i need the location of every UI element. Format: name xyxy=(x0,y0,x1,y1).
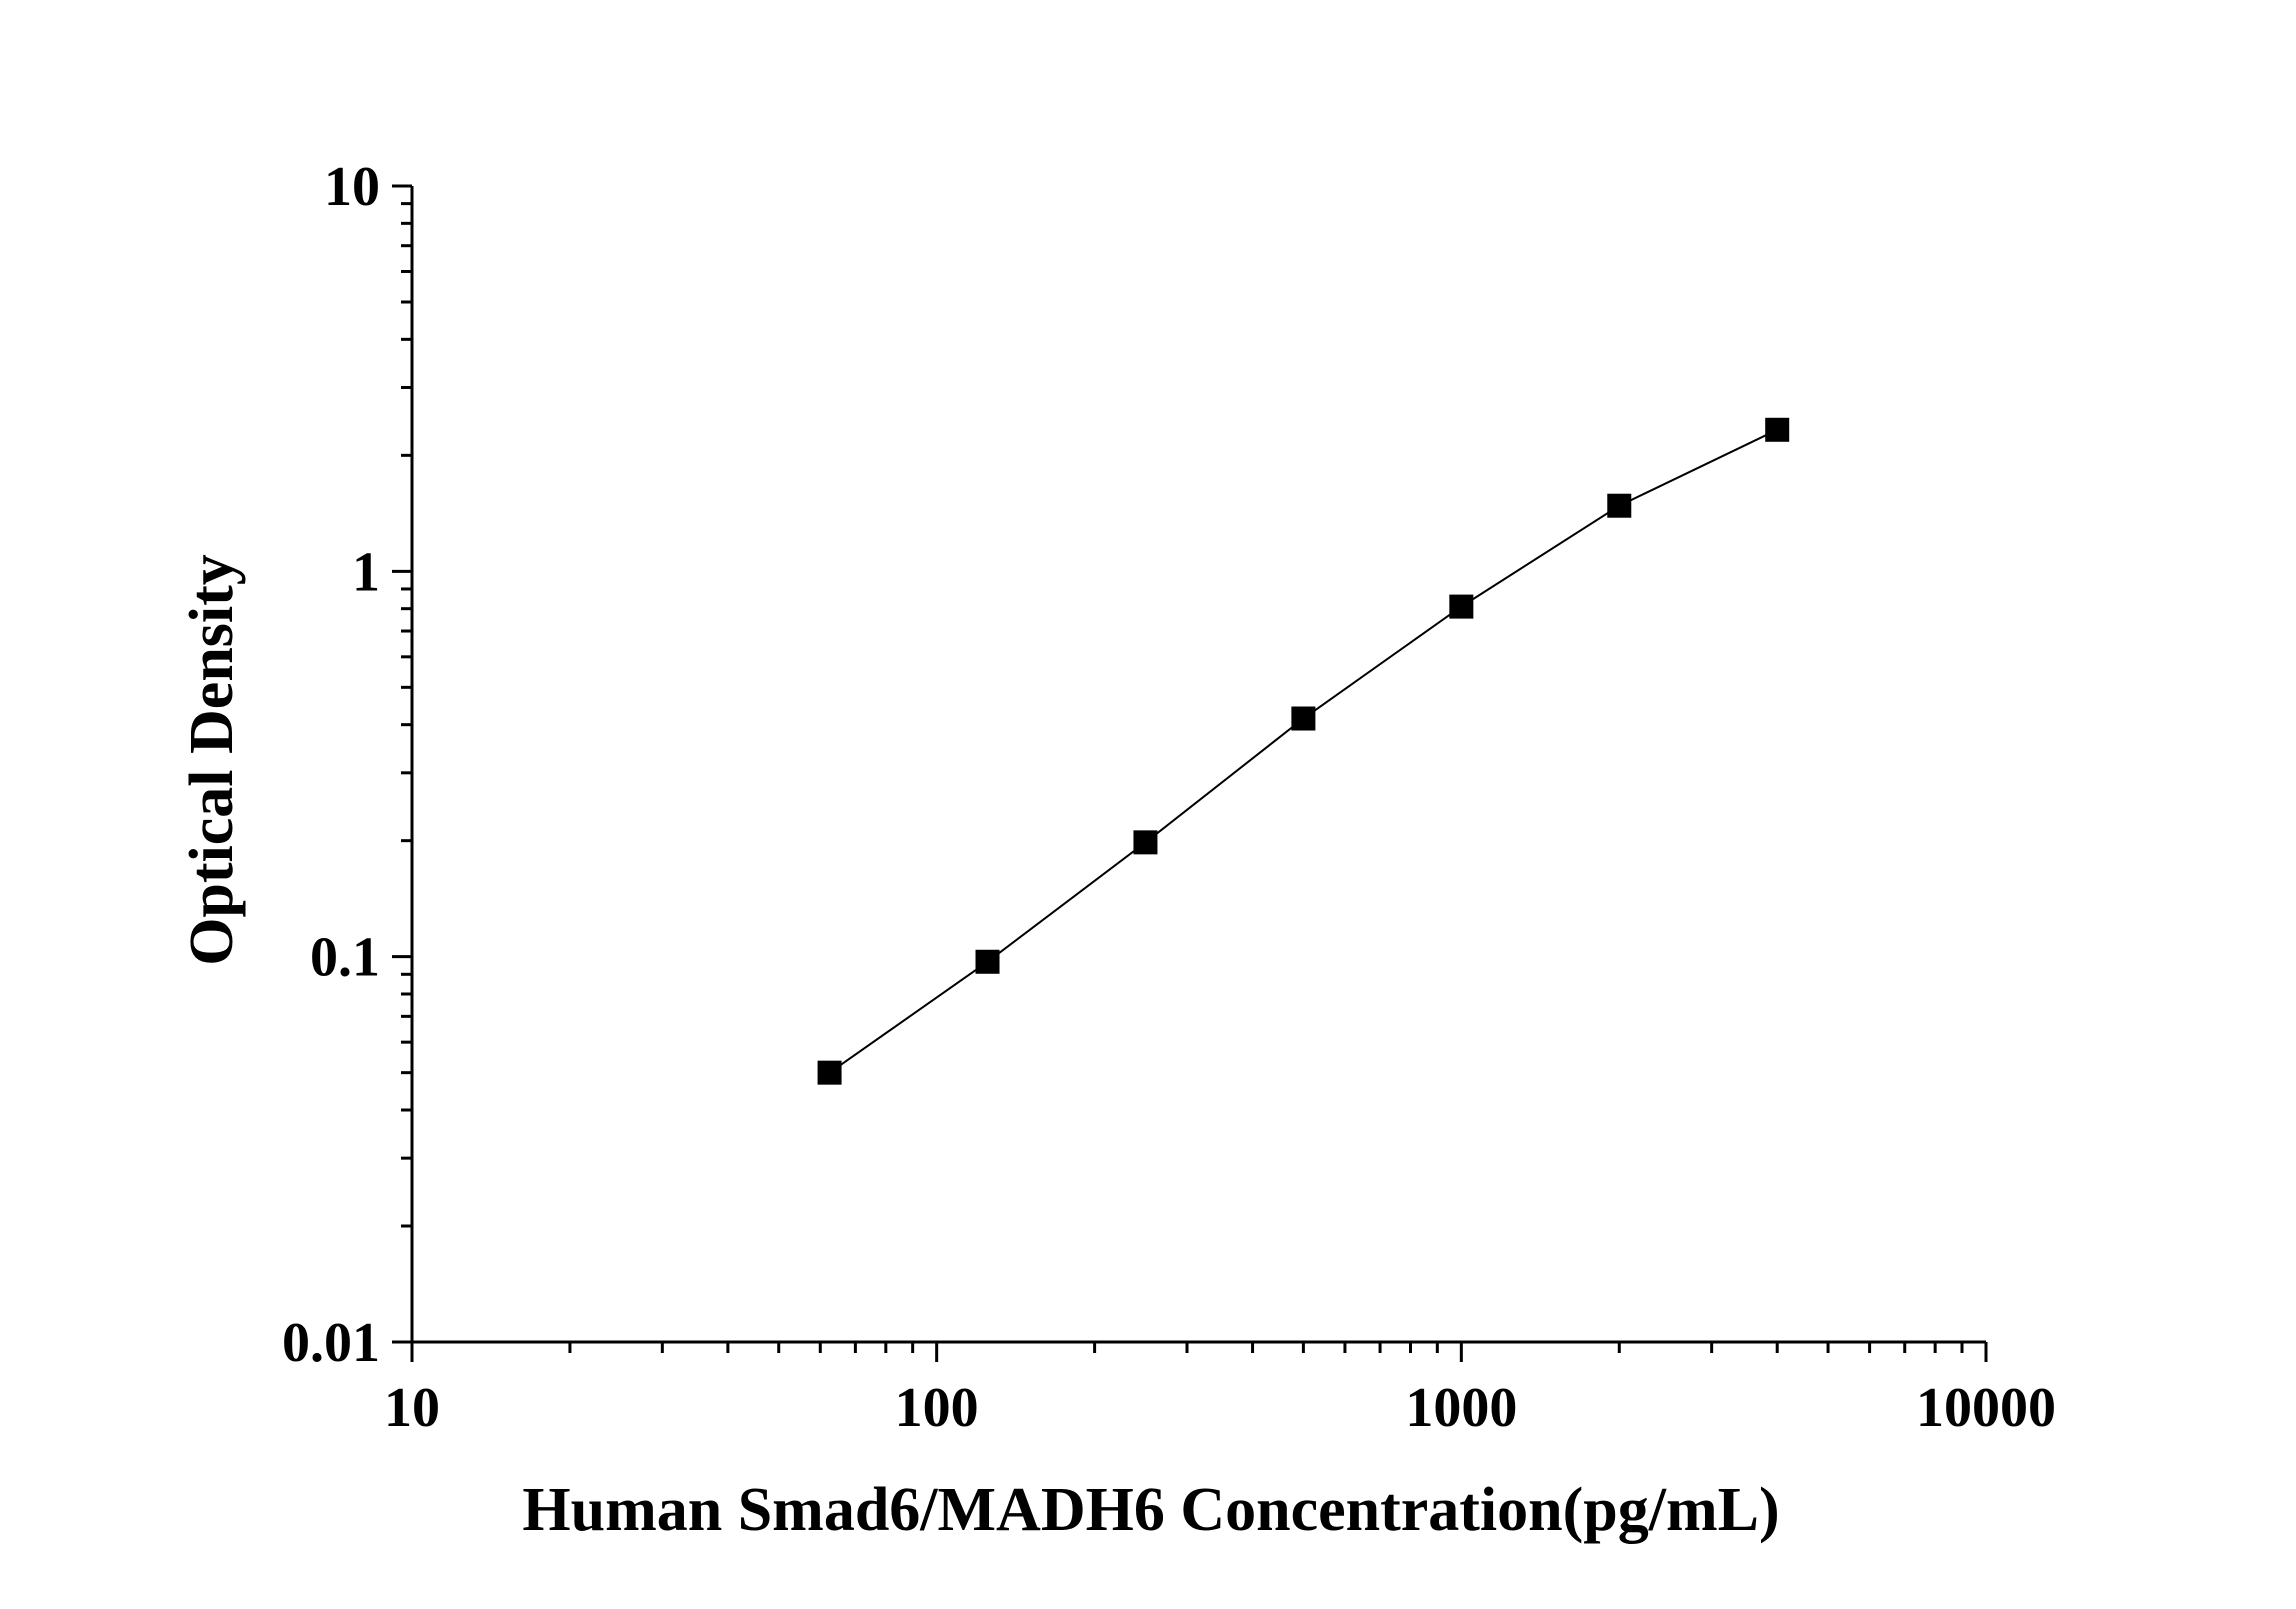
data-point xyxy=(975,949,1000,974)
data-point xyxy=(1765,417,1790,442)
data-point xyxy=(817,1060,842,1085)
data-point xyxy=(1133,830,1158,855)
y-tick-label: 10 xyxy=(324,156,380,218)
ticks: 10 100 1000 10000 0.01 0.1 1 10 xyxy=(282,156,2056,1439)
axes xyxy=(410,186,1986,1344)
series-line xyxy=(829,428,1778,1074)
y-tick-label: 0.1 xyxy=(310,927,380,989)
data-point xyxy=(1607,493,1632,518)
series xyxy=(817,417,1790,1085)
x-tick-label: 1000 xyxy=(1405,1377,1517,1439)
x-axis-title: Human Smad6/MADH6 Concentration(pg/mL) xyxy=(522,1476,1779,1544)
y-tick-label: 0.01 xyxy=(282,1312,380,1374)
x-tick-label: 10000 xyxy=(1916,1377,2056,1439)
y-axis-title: Optical Density xyxy=(178,554,246,966)
data-point xyxy=(1291,706,1316,731)
x-tick-label: 10 xyxy=(384,1377,440,1439)
x-tick-label: 100 xyxy=(895,1377,979,1439)
y-tick-label: 1 xyxy=(352,541,380,603)
data-point xyxy=(1449,594,1474,619)
